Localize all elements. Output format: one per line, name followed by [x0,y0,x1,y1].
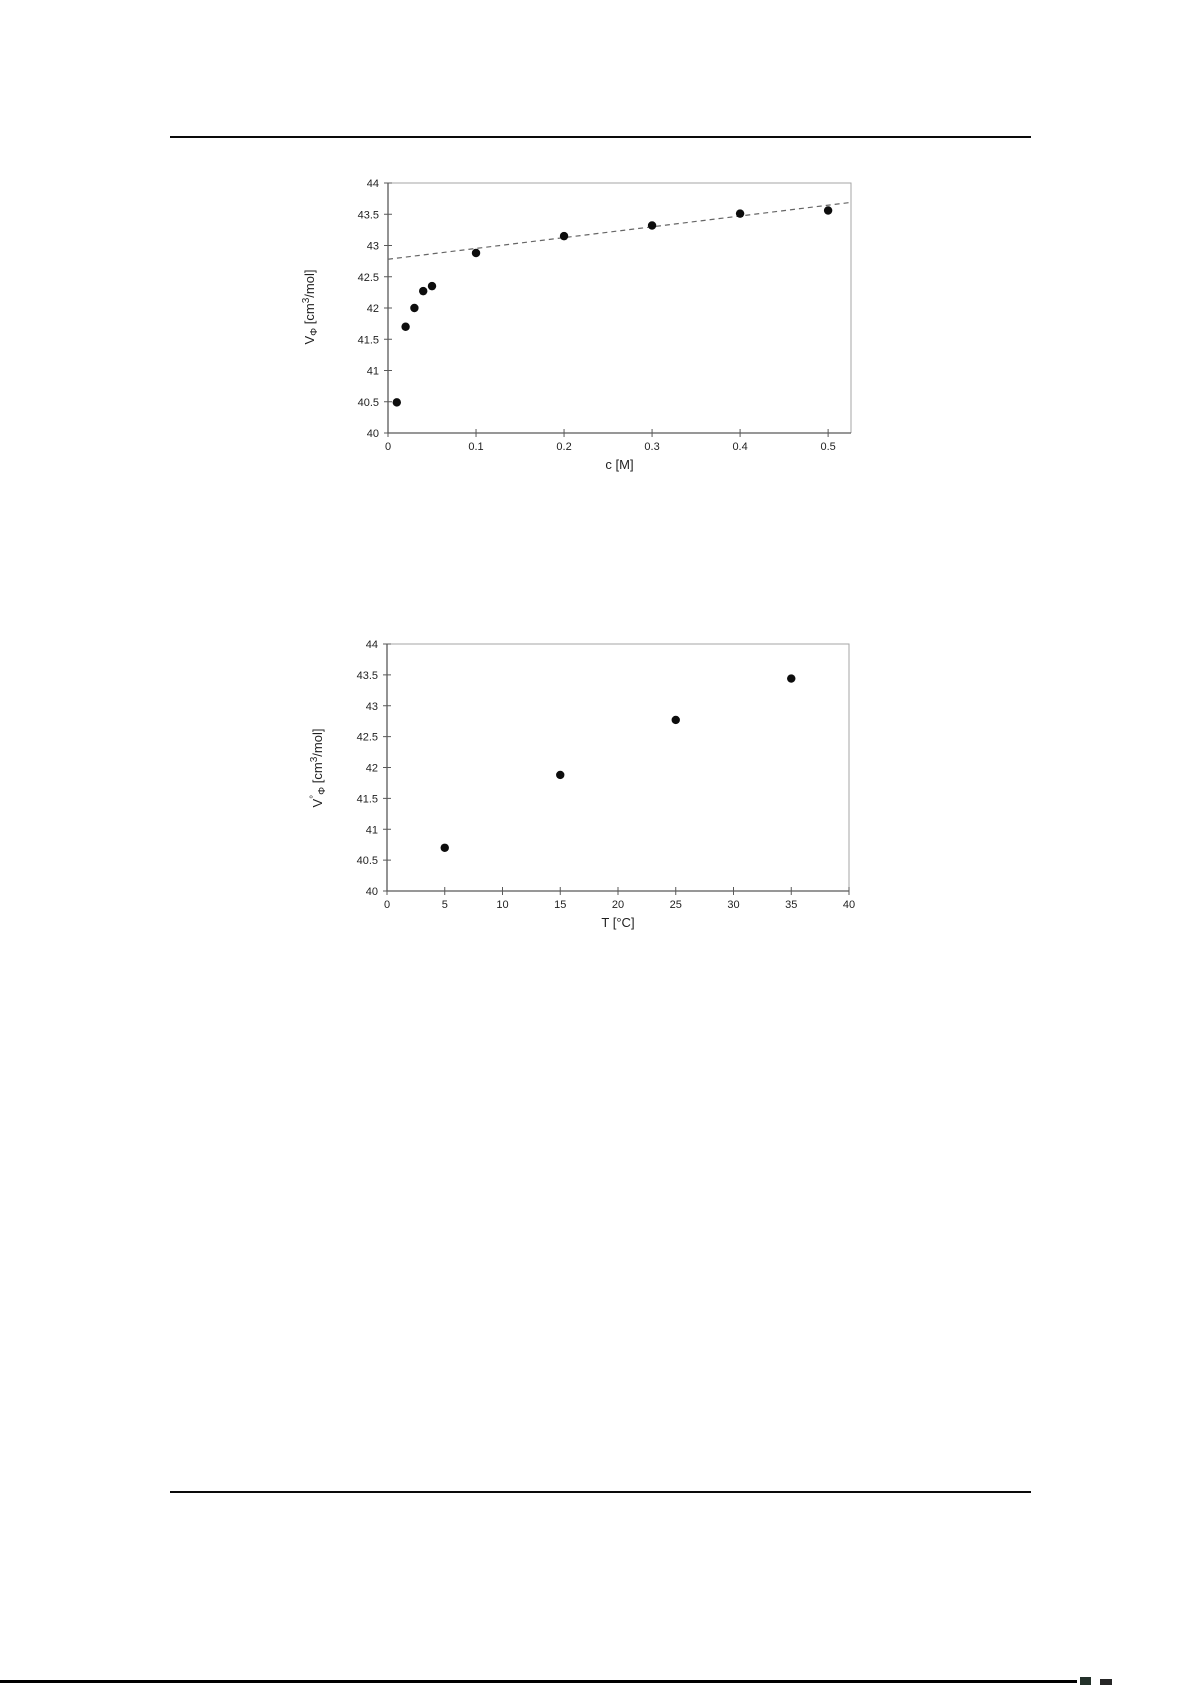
svg-text:42.5: 42.5 [357,732,378,744]
svg-text:43: 43 [366,701,378,713]
svg-text:40.5: 40.5 [357,855,378,867]
svg-text:41.5: 41.5 [358,334,379,346]
svg-text:20: 20 [612,899,624,911]
svg-text:44: 44 [367,178,379,190]
cutoff-fragment [1100,1679,1112,1685]
svg-text:25: 25 [670,899,682,911]
svg-text:43: 43 [367,241,379,253]
svg-text:44: 44 [366,639,378,651]
svg-text:30: 30 [727,899,739,911]
svg-text:VΦ [cm3/mol]: VΦ [cm3/mol] [301,270,320,345]
header-rule [170,136,1031,138]
svg-text:0: 0 [385,441,391,453]
svg-text:41.5: 41.5 [357,793,378,805]
svg-text:40.5: 40.5 [358,397,379,409]
svg-text:41: 41 [366,824,378,836]
svg-text:43.5: 43.5 [358,209,379,221]
footer-rule [170,1491,1031,1493]
svg-text:15: 15 [554,899,566,911]
svg-text:42.5: 42.5 [358,272,379,284]
svg-text:42: 42 [366,763,378,775]
scatter-chart-vphi-vs-c: 40 40.5 41 41.5 42 42.5 43 43.5 44 0 0.1 0.2 0.3 0.4 0… [301,178,852,472]
svg-text:43.5: 43.5 [357,670,378,682]
svg-text:0.4: 0.4 [732,441,747,453]
svg-text:0: 0 [384,899,390,911]
svg-text:c [M]: c [M] [605,457,633,472]
svg-text:0.1: 0.1 [468,441,483,453]
page-bottom-cutoff-line [0,1680,1077,1683]
svg-text:41: 41 [367,366,379,378]
svg-text:T [°C]: T [°C] [601,915,634,930]
svg-text:0.2: 0.2 [556,441,571,453]
scatter-chart-vphi0-vs-t: 40 40.5 41 41.5 42 42.5 43 43.5 44 0 5 10 15 20 25 30 35… [309,639,855,930]
svg-text:0.5: 0.5 [820,441,835,453]
svg-text:40: 40 [843,899,855,911]
svg-text:42: 42 [367,303,379,315]
svg-text:35: 35 [785,899,797,911]
svg-text:40: 40 [367,428,379,440]
cutoff-fragment [1080,1677,1091,1685]
svg-text:V°Φ [cm3/mol]: V°Φ [cm3/mol] [309,729,328,808]
svg-text:40: 40 [366,886,378,898]
svg-text:10: 10 [496,899,508,911]
svg-text:5: 5 [442,899,448,911]
svg-text:0.3: 0.3 [644,441,659,453]
